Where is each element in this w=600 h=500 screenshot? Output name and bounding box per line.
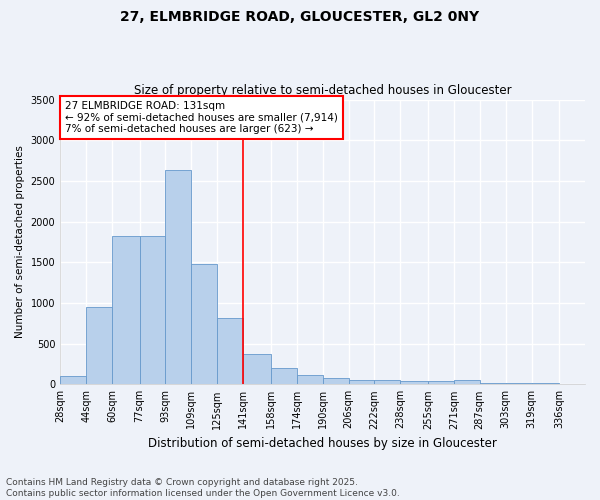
Text: Contains HM Land Registry data © Crown copyright and database right 2025.
Contai: Contains HM Land Registry data © Crown c…	[6, 478, 400, 498]
Bar	[323, 378, 349, 384]
Bar	[243, 354, 271, 384]
Bar	[271, 368, 296, 384]
X-axis label: Distribution of semi-detached houses by size in Gloucester: Distribution of semi-detached houses by …	[148, 437, 497, 450]
Bar	[86, 307, 112, 384]
Bar	[296, 374, 323, 384]
Bar	[112, 236, 140, 384]
Text: 27, ELMBRIDGE ROAD, GLOUCESTER, GL2 0NY: 27, ELMBRIDGE ROAD, GLOUCESTER, GL2 0NY	[121, 10, 479, 24]
Bar	[349, 380, 374, 384]
Bar	[60, 376, 86, 384]
Bar	[454, 380, 480, 384]
Bar	[166, 170, 191, 384]
Bar	[506, 383, 532, 384]
Text: 27 ELMBRIDGE ROAD: 131sqm
← 92% of semi-detached houses are smaller (7,914)
7% o: 27 ELMBRIDGE ROAD: 131sqm ← 92% of semi-…	[65, 101, 338, 134]
Bar	[140, 236, 166, 384]
Bar	[400, 382, 428, 384]
Title: Size of property relative to semi-detached houses in Gloucester: Size of property relative to semi-detach…	[134, 84, 511, 97]
Bar	[217, 318, 243, 384]
Y-axis label: Number of semi-detached properties: Number of semi-detached properties	[15, 146, 25, 338]
Bar	[374, 380, 400, 384]
Bar	[191, 264, 217, 384]
Bar	[428, 382, 454, 384]
Bar	[480, 382, 506, 384]
